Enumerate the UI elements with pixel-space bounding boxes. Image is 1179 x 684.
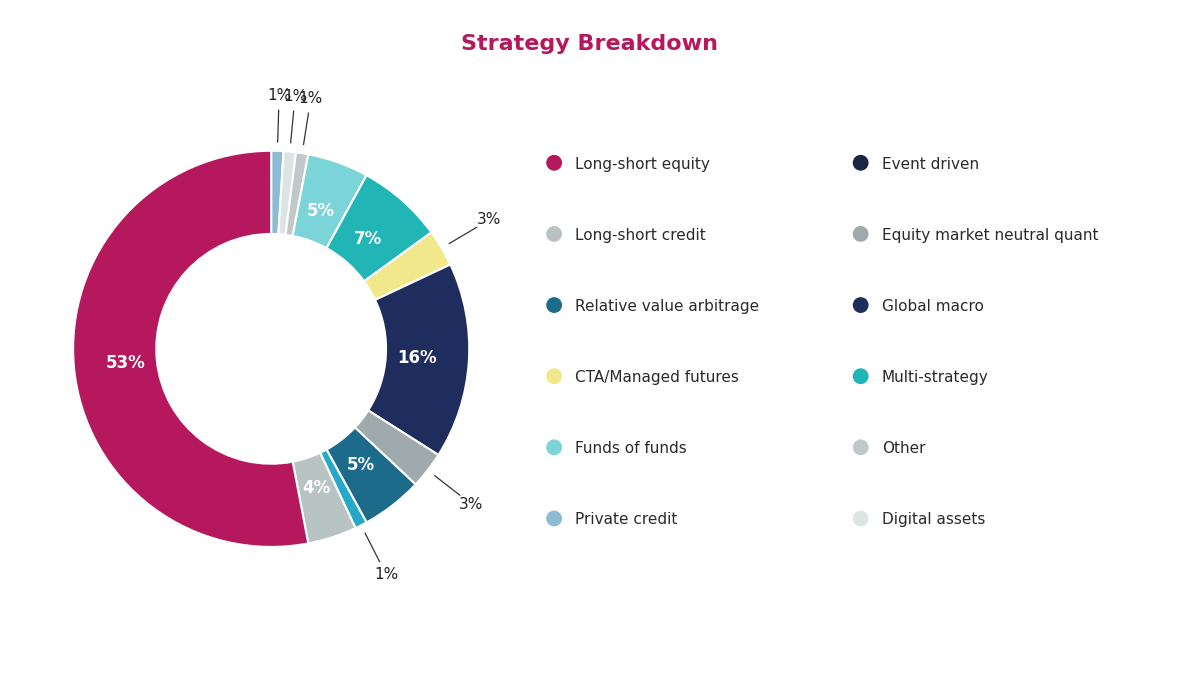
Text: Event driven: Event driven <box>882 157 979 172</box>
Text: 16%: 16% <box>397 349 437 367</box>
Text: Other: Other <box>882 441 926 456</box>
Point <box>545 513 564 524</box>
Text: Long-short equity: Long-short equity <box>575 157 710 172</box>
Text: Relative value arbitrage: Relative value arbitrage <box>575 299 759 314</box>
Wedge shape <box>327 175 432 281</box>
Text: 1%: 1% <box>266 88 291 103</box>
Text: 5%: 5% <box>347 456 375 473</box>
Wedge shape <box>355 410 439 484</box>
Wedge shape <box>364 233 450 300</box>
Wedge shape <box>285 153 308 236</box>
Text: 5%: 5% <box>307 202 335 220</box>
Point <box>851 228 870 239</box>
Wedge shape <box>73 150 308 547</box>
Wedge shape <box>292 155 367 248</box>
Text: Global macro: Global macro <box>882 299 983 314</box>
Text: 1%: 1% <box>298 91 323 106</box>
Point <box>851 371 870 382</box>
Point <box>851 157 870 168</box>
Text: 1%: 1% <box>283 89 308 104</box>
Wedge shape <box>320 449 367 528</box>
Text: 4%: 4% <box>302 479 330 497</box>
Point <box>545 228 564 239</box>
Text: 7%: 7% <box>354 230 382 248</box>
Text: Equity market neutral quant: Equity market neutral quant <box>882 228 1099 243</box>
Text: 3%: 3% <box>460 497 483 512</box>
Point <box>545 157 564 168</box>
Text: 3%: 3% <box>477 212 501 227</box>
Point <box>851 300 870 311</box>
Point <box>545 300 564 311</box>
Point <box>851 513 870 524</box>
Text: CTA/Managed futures: CTA/Managed futures <box>575 370 739 385</box>
Point <box>545 371 564 382</box>
Text: 1%: 1% <box>374 567 399 582</box>
Wedge shape <box>271 150 284 234</box>
Text: Private credit: Private credit <box>575 512 678 527</box>
Wedge shape <box>327 428 415 523</box>
Text: Multi-strategy: Multi-strategy <box>882 370 989 385</box>
Text: Digital assets: Digital assets <box>882 512 986 527</box>
Wedge shape <box>368 265 469 455</box>
Text: Strategy Breakdown: Strategy Breakdown <box>461 34 718 54</box>
Text: Long-short credit: Long-short credit <box>575 228 706 243</box>
Text: 53%: 53% <box>105 354 145 371</box>
Point <box>851 442 870 453</box>
Wedge shape <box>278 151 296 235</box>
Text: Funds of funds: Funds of funds <box>575 441 687 456</box>
Wedge shape <box>292 453 356 543</box>
Point <box>545 442 564 453</box>
